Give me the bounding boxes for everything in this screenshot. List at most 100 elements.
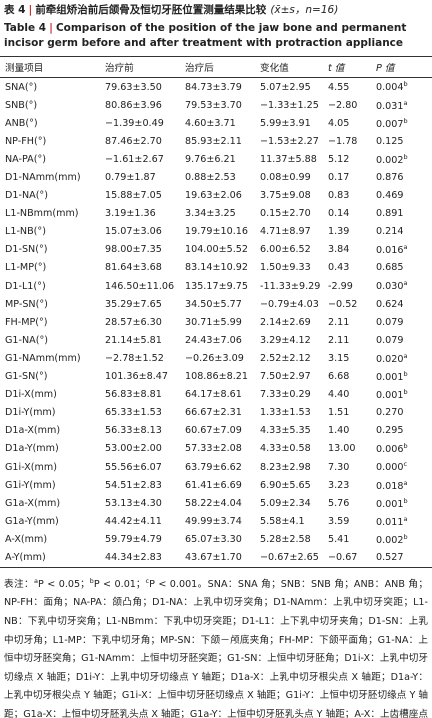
- cell-change: 5.09±2.34: [255, 494, 323, 512]
- cell-change: 5.28±2.58: [255, 530, 323, 548]
- cell-text: 101.36±8.47: [105, 371, 168, 383]
- significance-mark: a: [403, 243, 408, 252]
- cell-text: SNA(°): [5, 81, 38, 93]
- table-row: MP-SN(°) 35.29±7.65 34.50±5.77 −0.79±4.03 −0…: [0, 295, 432, 313]
- significance-mark: a: [403, 98, 408, 107]
- cell-text: 3.15: [328, 352, 350, 364]
- cell-text: 1.39: [328, 226, 350, 238]
- cell-p: 0.001b: [371, 494, 432, 512]
- cell-text: 0.88±2.53: [185, 172, 236, 184]
- cell-text: 0.79±1.87: [105, 172, 156, 184]
- table-row: D1i-Y(mm) 65.33±1.53 66.67±2.31 1.33±1.53 1.…: [0, 404, 432, 422]
- cell-change: 6.00±6.52: [255, 241, 323, 259]
- cell-text: 0.624: [376, 298, 404, 310]
- cell-after: 85.93±2.11: [180, 132, 255, 150]
- cell-text: 0.14: [328, 208, 350, 220]
- cell-text: 21.14±5.81: [105, 334, 162, 346]
- cell-text: 44.34±2.83: [105, 551, 162, 563]
- cell-text: −1.53±2.27: [260, 135, 319, 147]
- cell-after: 60.67±7.09: [180, 422, 255, 440]
- cell-text: 0.006: [376, 444, 404, 456]
- cell-text: -11.33±9.29: [260, 280, 321, 292]
- cell-text: 19.63±2.06: [185, 190, 242, 202]
- table-row: A-X(mm) 59.79±4.79 65.07±3.30 5.28±2.58 5.41…: [0, 530, 432, 548]
- cell-text: 4.33±5.35: [260, 425, 311, 437]
- cell-text: 1.40: [328, 425, 350, 437]
- cell-text: 0.016: [376, 245, 404, 257]
- cell-before: 35.29±7.65: [100, 295, 180, 313]
- table-row: NA-PA(°) −1.61±2.67 9.76±6.21 11.37±5.88 5.1…: [0, 150, 432, 168]
- cell-text: G1-NAmm(mm): [5, 352, 81, 364]
- cell-text: 0.001: [376, 372, 404, 384]
- cell-item: D1i-Y(mm): [0, 404, 100, 422]
- cell-p: 0.000c: [371, 458, 432, 476]
- cell-after: 30.71±5.99: [180, 313, 255, 331]
- cell-text: 85.93±2.11: [185, 135, 242, 147]
- table-row: G1-SN(°) 101.36±8.47 108.86±8.21 7.50±2.97 6…: [0, 368, 432, 386]
- cell-item: L1-NB(°): [0, 223, 100, 241]
- cell-text: 108.86±8.21: [185, 371, 248, 383]
- cell-text: 79.53±3.70: [185, 99, 242, 111]
- cell-text: 2.11: [328, 316, 350, 328]
- cell-item: G1i-X(mm): [0, 458, 100, 476]
- significance-mark: b: [403, 152, 408, 161]
- significance-mark: a: [403, 351, 408, 360]
- cell-text: ANB(°): [5, 117, 38, 129]
- table-row: D1-L1(°) 146.50±11.06 135.17±9.75 -11.33±9.…: [0, 277, 432, 295]
- cell-p: 0.031a: [371, 96, 432, 114]
- cell-text: 83.14±10.92: [185, 262, 248, 274]
- cell-before: 44.42±4.11: [100, 512, 180, 530]
- cell-p: 0.527: [371, 548, 432, 568]
- cell-text: −0.79±4.03: [260, 298, 319, 310]
- cell-t: −2.80: [323, 96, 371, 114]
- cell-text: NP-FH(°): [5, 135, 47, 147]
- cell-change: 8.23±2.98: [255, 458, 323, 476]
- cell-item: G1-NAmm(mm): [0, 349, 100, 367]
- cell-text: 0.004: [376, 82, 404, 94]
- cell-item: D1-SN(°): [0, 241, 100, 259]
- cell-p: 0.018a: [371, 476, 432, 494]
- cell-p: 0.685: [371, 259, 432, 277]
- cell-text: 2.52±2.12: [260, 352, 311, 364]
- cell-text: A-X(mm): [5, 533, 48, 545]
- cell-text: 0.83: [328, 190, 350, 202]
- cell-before: 53.00±2.00: [100, 440, 180, 458]
- cell-text: L1-NB(°): [5, 226, 46, 238]
- cell-text: 0.270: [376, 407, 404, 419]
- significance-mark: b: [403, 496, 408, 505]
- note-sup: c: [145, 576, 150, 585]
- cell-text: 0.43: [328, 262, 350, 274]
- cell-t: 6.68: [323, 368, 371, 386]
- cell-item: FH-MP(°): [0, 313, 100, 331]
- cell-after: −0.26±3.09: [180, 349, 255, 367]
- cell-item: A-X(mm): [0, 530, 100, 548]
- cell-change: 1.50±9.33: [255, 259, 323, 277]
- cell-change: −1.53±2.27: [255, 132, 323, 150]
- cell-text: 15.88±7.05: [105, 190, 162, 202]
- cell-text: D1-SN(°): [5, 244, 48, 256]
- cell-item: D1i-X(mm): [0, 386, 100, 404]
- cell-text: 98.00±7.35: [105, 244, 162, 256]
- cell-p: 0.006b: [371, 440, 432, 458]
- cell-p: 0.001b: [371, 368, 432, 386]
- cell-text: 4.60±3.71: [185, 117, 236, 129]
- cell-before: 44.34±2.83: [100, 548, 180, 568]
- cell-t: 2.11: [323, 331, 371, 349]
- cell-t: 5.12: [323, 150, 371, 168]
- table-row: D1a-Y(mm) 53.00±2.00 57.33±2.08 4.33±0.58 13…: [0, 440, 432, 458]
- cell-before: 53.13±4.30: [100, 494, 180, 512]
- significance-mark: b: [403, 369, 408, 378]
- cell-after: 57.33±2.08: [180, 440, 255, 458]
- cell-after: 34.50±5.77: [180, 295, 255, 313]
- cell-after: 65.07±3.30: [180, 530, 255, 548]
- cell-p: 0.125: [371, 132, 432, 150]
- cell-after: 66.67±2.31: [180, 404, 255, 422]
- cell-change: 6.90±5.65: [255, 476, 323, 494]
- table-row: FH-MP(°) 28.57±6.30 30.71±5.99 2.14±2.69 2.1…: [0, 313, 432, 331]
- cell-text: 61.41±6.69: [185, 479, 242, 491]
- cell-text: 11.37±5.88: [260, 153, 317, 165]
- label: 表 4: [4, 4, 26, 16]
- cell-after: 108.86±8.21: [180, 368, 255, 386]
- cell-text: 19.79±10.16: [185, 226, 248, 238]
- cell-text: −0.67: [328, 551, 358, 563]
